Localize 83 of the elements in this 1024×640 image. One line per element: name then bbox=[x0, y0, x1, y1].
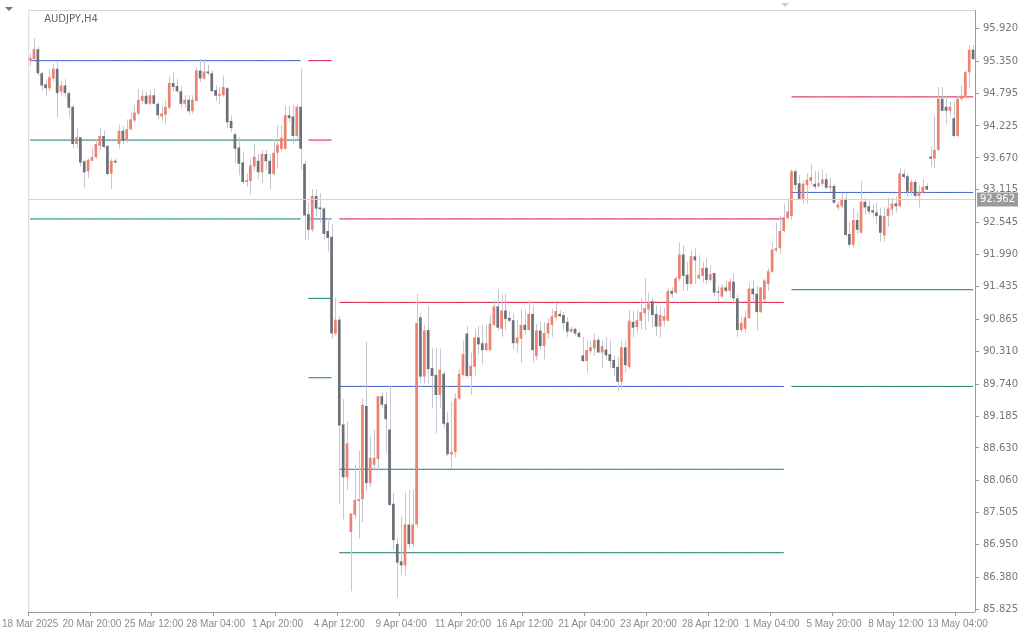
y-tick-label: 89.185 bbox=[983, 409, 1019, 421]
candlestick bbox=[75, 127, 78, 150]
candlestick bbox=[608, 339, 612, 369]
candlestick bbox=[450, 400, 453, 470]
candlestick bbox=[210, 69, 214, 93]
candlestick bbox=[496, 288, 500, 332]
candlestick bbox=[198, 58, 202, 83]
candlestick bbox=[538, 321, 542, 351]
x-tick-label: 16 Apr 12:00 bbox=[496, 617, 554, 629]
x-tick-label: 21 Apr 04:00 bbox=[558, 617, 616, 629]
candlestick bbox=[395, 536, 399, 599]
y-tick-label: 91.990 bbox=[983, 248, 1019, 260]
candlestick bbox=[639, 297, 643, 331]
chart-title: AUDJPY,H4 bbox=[44, 12, 98, 24]
y-tick-label: 86.950 bbox=[983, 538, 1019, 550]
y-tick-label: 88.630 bbox=[983, 441, 1019, 453]
y-tick-label: 95.350 bbox=[983, 54, 1019, 66]
candlestick bbox=[593, 332, 596, 356]
candlestick bbox=[504, 293, 507, 331]
y-tick-label: 93.670 bbox=[983, 151, 1019, 163]
candlestick bbox=[480, 324, 484, 365]
candlestick bbox=[778, 214, 782, 254]
candlestick bbox=[581, 336, 585, 363]
candlestick bbox=[967, 44, 971, 89]
candlestick bbox=[933, 114, 936, 169]
candlestick bbox=[774, 222, 778, 253]
candlestick bbox=[94, 138, 98, 159]
y-tick-label: 94.225 bbox=[983, 119, 1019, 131]
x-tick-label: 13 May 04:00 bbox=[927, 617, 989, 629]
candlestick bbox=[523, 308, 527, 336]
y-tick-label: 91.435 bbox=[983, 280, 1019, 292]
x-tick-label: 4 Apr 12:00 bbox=[313, 617, 366, 629]
candlestick bbox=[681, 244, 685, 292]
candlestick bbox=[964, 69, 967, 98]
candlestick bbox=[878, 206, 882, 243]
candlestick bbox=[797, 174, 801, 201]
x-tick-label: 5 May 20:00 bbox=[806, 617, 862, 629]
y-tick-label: 95.920 bbox=[983, 22, 1019, 34]
y-tick-label: 92.545 bbox=[983, 216, 1019, 228]
candlestick bbox=[623, 339, 627, 374]
y-tick-label: 85.825 bbox=[983, 603, 1019, 614]
x-tick-label: 1 May 04:00 bbox=[744, 617, 801, 629]
candlestick bbox=[477, 325, 480, 355]
x-tick-label: 28 Mar 04:00 bbox=[186, 617, 246, 629]
candlestick bbox=[550, 308, 554, 338]
candlestick bbox=[109, 157, 113, 190]
candlestick bbox=[882, 206, 886, 243]
candlestick bbox=[222, 75, 225, 98]
x-tick-label: 8 May 12:00 bbox=[868, 617, 924, 629]
candlestick bbox=[48, 68, 51, 92]
candlestick bbox=[906, 173, 909, 198]
x-tick-label: 18 Mar 2025 bbox=[2, 617, 59, 629]
candlestick bbox=[940, 86, 944, 112]
y-tick-label: 94.795 bbox=[983, 86, 1019, 98]
x-tick-label: 1 Apr 20:00 bbox=[251, 617, 304, 629]
y-tick-label: 90.310 bbox=[983, 344, 1019, 356]
x-tick-label: 25 Mar 12:00 bbox=[124, 617, 184, 629]
candlestick bbox=[249, 157, 252, 196]
candlestick bbox=[500, 293, 503, 338]
ref-line-label: 92.962 bbox=[980, 193, 1016, 205]
x-tick-label: 11 Apr 20:00 bbox=[434, 617, 492, 629]
candlestick bbox=[527, 300, 531, 332]
candlestick bbox=[268, 153, 272, 191]
candlestick bbox=[616, 356, 619, 393]
candlestick bbox=[712, 272, 716, 298]
candlestick bbox=[650, 297, 654, 328]
candlestick bbox=[585, 339, 588, 374]
candlestick bbox=[654, 304, 658, 337]
candlestick bbox=[705, 257, 708, 286]
x-tick-label: 20 Mar 20:00 bbox=[62, 617, 122, 629]
candlestick bbox=[334, 297, 337, 337]
x-tick-label: 23 Apr 20:00 bbox=[620, 617, 678, 629]
y-tick-label: 86.380 bbox=[983, 571, 1019, 583]
candlestick bbox=[565, 316, 569, 338]
candlestick bbox=[643, 277, 646, 331]
y-tick-label: 89.740 bbox=[983, 377, 1019, 389]
x-tick-label: 28 Apr 12:00 bbox=[681, 617, 740, 629]
x-tick-label: 9 Apr 04:00 bbox=[375, 617, 428, 629]
y-tick-label: 87.505 bbox=[983, 506, 1019, 518]
candlestick bbox=[732, 272, 735, 305]
y-tick-label: 88.060 bbox=[983, 474, 1019, 486]
y-tick-label: 90.865 bbox=[983, 312, 1019, 324]
y-tick-label: 93.115 bbox=[983, 183, 1019, 195]
